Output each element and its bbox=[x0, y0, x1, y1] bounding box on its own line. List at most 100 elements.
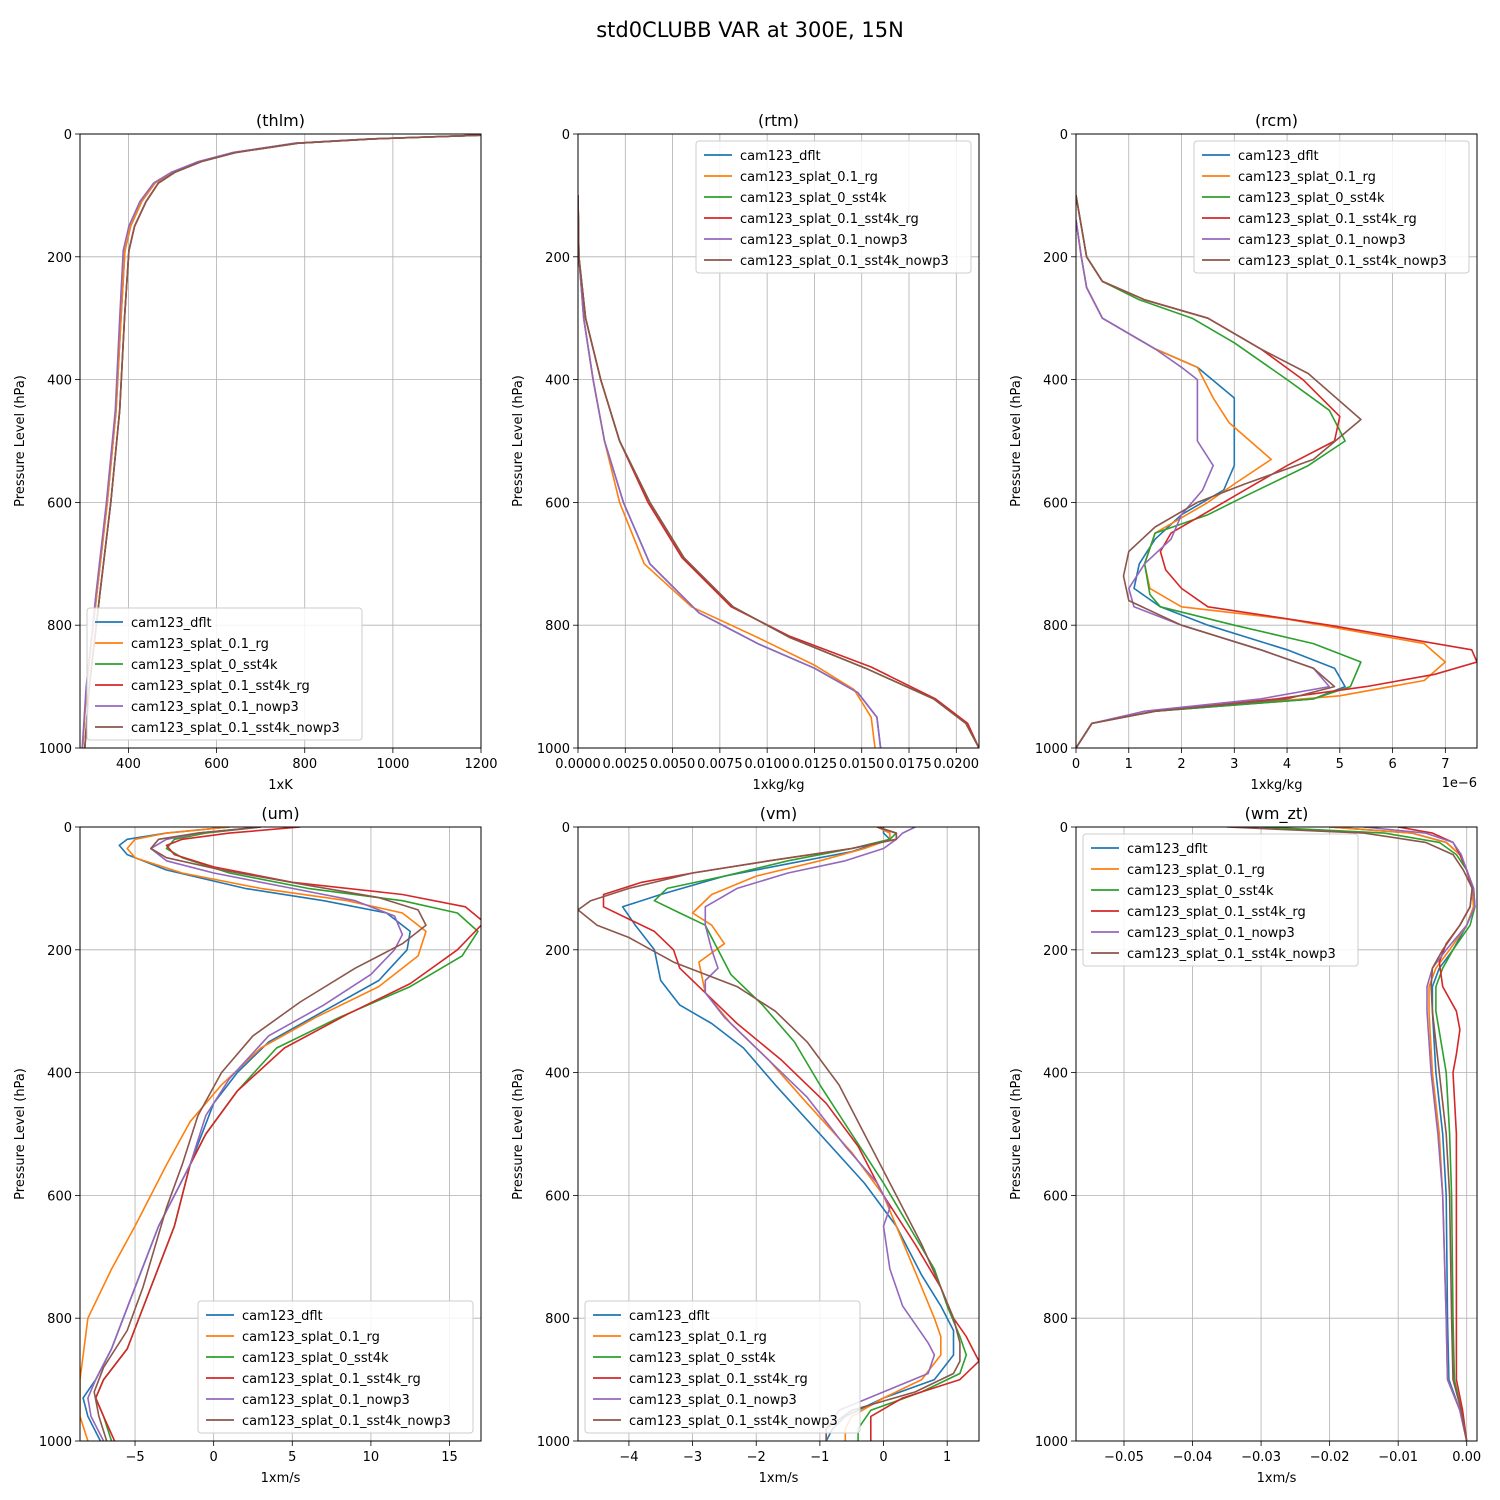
axes-frame bbox=[1075, 826, 1478, 1442]
y-tick-label: 200 bbox=[1043, 251, 1068, 266]
y-tick-label: 200 bbox=[47, 944, 72, 959]
panel-title: (thlm) bbox=[256, 111, 305, 130]
series-group bbox=[1226, 827, 1476, 1441]
legend-label: cam123_splat_0.1_rg bbox=[131, 637, 269, 652]
x-tick-label: 3 bbox=[1230, 757, 1238, 772]
x-tick-label: 0.00 bbox=[1452, 1450, 1481, 1465]
legend-label: cam123_splat_0.1_sst4k_rg bbox=[1238, 212, 1417, 227]
series-line-cam123_splat_0_sst4k bbox=[653, 827, 968, 1441]
y-tick-label: 400 bbox=[1043, 374, 1068, 389]
y-tick-label: 0 bbox=[64, 821, 72, 836]
legend-label: cam123_splat_0_sst4k bbox=[131, 658, 278, 673]
legend-label: cam123_splat_0_sst4k bbox=[1238, 191, 1385, 206]
legend-label: cam123_splat_0.1_sst4k_rg bbox=[629, 1372, 808, 1387]
legend-label: cam123_splat_0.1_nowp3 bbox=[740, 233, 908, 248]
panel-title: (rtm) bbox=[758, 111, 799, 130]
legend-box bbox=[197, 1300, 474, 1434]
x-axis-label: 1xK bbox=[268, 778, 293, 793]
x-tick-label: −0.04 bbox=[1173, 1450, 1213, 1465]
y-tick-label: 1000 bbox=[39, 1435, 72, 1450]
x-tick-label: −0.02 bbox=[1310, 1450, 1350, 1465]
x-tick-label: 800 bbox=[292, 757, 317, 772]
axes-frame bbox=[79, 133, 482, 749]
x-axis-label: 1xm/s bbox=[759, 1471, 799, 1486]
x-tick-label: −4 bbox=[619, 1450, 638, 1465]
legend: cam123_dflt cam123_splat_0.1_rg cam123_spl… bbox=[197, 1300, 474, 1434]
x-tick-label: 4 bbox=[1283, 757, 1291, 772]
axes-frame bbox=[577, 826, 980, 1442]
series-line-cam123_dflt bbox=[621, 827, 955, 1441]
y-tick-label: 600 bbox=[545, 496, 570, 511]
legend-label: cam123_splat_0.1_sst4k_rg bbox=[242, 1372, 421, 1387]
x-tick-label: 0.0100 bbox=[744, 757, 790, 772]
series-line-cam123_splat_0.1_nowp3 bbox=[704, 827, 936, 1441]
legend-label: cam123_splat_0.1_nowp3 bbox=[242, 1393, 410, 1408]
x-axis-offset-label: 1e−6 bbox=[1442, 776, 1477, 791]
panel-title: (um) bbox=[261, 804, 299, 823]
y-tick-label: 0 bbox=[64, 128, 72, 143]
y-axis-label: Pressure Level (hPa) bbox=[13, 1068, 28, 1200]
x-axis-label: 1xkg/kg bbox=[1251, 778, 1303, 793]
series-line-cam123_splat_0.1_sst4k_rg bbox=[1398, 827, 1473, 1441]
legend: cam123_dflt cam123_splat_0.1_rg cam123_spl… bbox=[1082, 833, 1359, 967]
series-group bbox=[1076, 195, 1477, 748]
axes-frame bbox=[79, 826, 482, 1442]
series-line-cam123_splat_0_sst4k bbox=[1261, 827, 1476, 1441]
series-group bbox=[81, 134, 481, 748]
x-tick-label: 10 bbox=[363, 1450, 380, 1465]
axes-frame bbox=[1075, 133, 1478, 749]
legend-label: cam123_dflt bbox=[131, 616, 212, 631]
legend: cam123_dflt cam123_splat_0.1_rg cam123_spl… bbox=[86, 607, 363, 741]
legend: cam123_dflt cam123_splat_0.1_rg cam123_spl… bbox=[584, 1300, 861, 1434]
y-tick-label: 800 bbox=[545, 619, 570, 634]
legend-label: cam123_splat_0_sst4k bbox=[242, 1351, 389, 1366]
legend-label: cam123_splat_0.1_sst4k_nowp3 bbox=[1238, 254, 1447, 269]
legend-label: cam123_splat_0.1_sst4k_rg bbox=[1127, 905, 1306, 920]
series-line-cam123_splat_0.1_nowp3 bbox=[1076, 219, 1331, 748]
legend-label: cam123_dflt bbox=[242, 1309, 323, 1324]
legend-label: cam123_splat_0.1_sst4k_nowp3 bbox=[1127, 947, 1336, 962]
x-tick-label: 0 bbox=[879, 1450, 887, 1465]
panel-5: −4 −3 −2 −1 0 1 0 200 400 600 800 1000 (vm) 1xm/s Pres… bbox=[511, 804, 980, 1486]
legend-label: cam123_splat_0.1_sst4k_rg bbox=[131, 679, 310, 694]
figure-title: std0CLUBB VAR at 300E, 15N bbox=[596, 18, 904, 42]
x-tick-label: −3 bbox=[683, 1450, 702, 1465]
panel-6: −0.05 −0.04 −0.03 −0.02 −0.01 0.00 0 200 400 600 8… bbox=[1009, 804, 1481, 1486]
series-line-cam123_splat_0.1_nowp3 bbox=[578, 195, 882, 748]
legend-label: cam123_splat_0.1_sst4k_nowp3 bbox=[131, 721, 340, 736]
x-tick-label: 400 bbox=[116, 757, 141, 772]
x-tick-label: 0 bbox=[210, 1450, 218, 1465]
legend-label: cam123_splat_0_sst4k bbox=[1127, 884, 1274, 899]
y-tick-label: 400 bbox=[47, 1067, 72, 1082]
series-group bbox=[578, 195, 979, 748]
y-tick-label: 400 bbox=[1043, 1067, 1068, 1082]
x-tick-label: 1000 bbox=[376, 757, 409, 772]
legend-label: cam123_splat_0.1_sst4k_rg bbox=[740, 212, 919, 227]
legend-box bbox=[1193, 140, 1470, 274]
x-tick-label: 0.0075 bbox=[697, 757, 743, 772]
x-axis-label: 1xm/s bbox=[1257, 1471, 1297, 1486]
x-tick-label: −0.01 bbox=[1378, 1450, 1418, 1465]
x-tick-label: 5 bbox=[288, 1450, 296, 1465]
y-tick-label: 1000 bbox=[1035, 742, 1068, 757]
y-tick-label: 400 bbox=[47, 374, 72, 389]
legend-label: cam123_dflt bbox=[1238, 149, 1319, 164]
legend-label: cam123_splat_0_sst4k bbox=[629, 1351, 776, 1366]
legend-label: cam123_splat_0_sst4k bbox=[740, 191, 887, 206]
legend-box bbox=[86, 607, 363, 741]
y-tick-label: 800 bbox=[47, 619, 72, 634]
panel-title: (wm_zt) bbox=[1245, 804, 1309, 824]
x-tick-label: 15 bbox=[441, 1450, 458, 1465]
x-tick-label: −1 bbox=[810, 1450, 829, 1465]
y-tick-label: 600 bbox=[1043, 496, 1068, 511]
y-tick-label: 200 bbox=[47, 251, 72, 266]
legend-label: cam123_splat_0.1_sst4k_nowp3 bbox=[629, 1414, 838, 1429]
panel-title: (rcm) bbox=[1255, 111, 1298, 130]
panel-4: −5 0 5 10 15 0 200 400 600 800 1000 (um) 1xm/s Pressu… bbox=[13, 804, 482, 1486]
panel-title: (vm) bbox=[760, 804, 798, 823]
legend-label: cam123_dflt bbox=[740, 149, 821, 164]
x-tick-label: −0.05 bbox=[1104, 1450, 1144, 1465]
x-tick-label: 1 bbox=[1125, 757, 1133, 772]
series-line-cam123_splat_0.1_sst4k_nowp3 bbox=[578, 195, 979, 748]
